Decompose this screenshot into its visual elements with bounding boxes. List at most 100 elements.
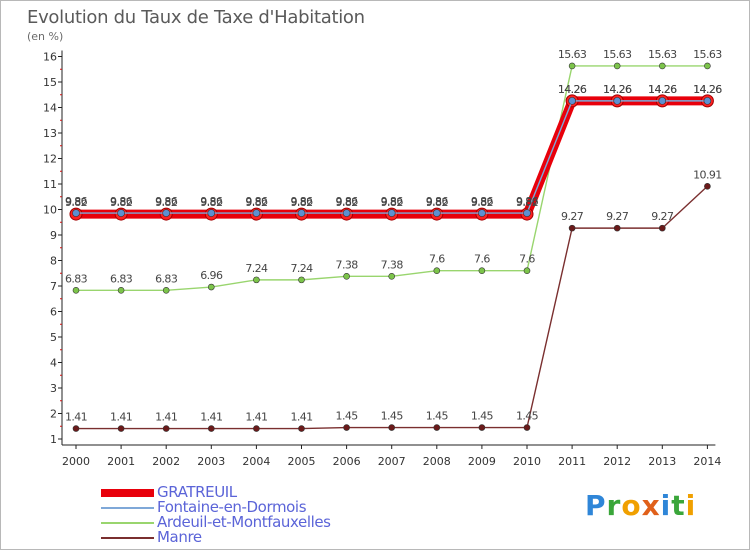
data-point-fontaine-en-dormois [207,209,216,217]
y-tick-label: 3 [50,382,57,395]
data-point-manre [568,224,576,232]
data-label-manre: 9.27 [651,210,674,223]
legend-label-manre: Manre [157,528,202,546]
data-label-fontaine-en-dormois: 9.86 [110,195,133,208]
x-tick-label: 2014 [693,455,721,468]
data-label-ardeuil-et-montfauxelles: 15.63 [648,48,677,61]
data-point-manre [433,424,441,431]
x-tick-label: 2010 [513,455,541,468]
data-label-fontaine-en-dormois: 9.86 [290,195,313,208]
data-label-ardeuil-et-montfauxelles: 6.96 [200,269,223,282]
legend: GRATREUIL Fontaine-en-Dormois Ardeuil-et… [101,485,331,545]
y-tick-label: 16 [43,51,57,64]
legend-item-fontaine: Fontaine-en-Dormois [101,500,331,515]
y-tick-label: 5 [50,331,57,344]
data-label-gratreuil: 9.82 [65,196,87,209]
data-point-ardeuil-et-montfauxelles [388,273,396,280]
x-tick-label: 2003 [197,455,225,468]
logo-letter: x [641,489,661,522]
data-label-gratreuil: 14.26 [558,83,587,96]
logo-letter: P [585,489,607,522]
data-label-ardeuil-et-montfauxelles: 15.63 [558,48,587,61]
proxiti-logo: Proxiti [585,489,696,522]
data-label-gratreuil: 9.82 [471,196,493,209]
data-point-fontaine-en-dormois [72,209,80,217]
data-point-fontaine-en-dormois [523,209,531,217]
logo-letter: t [671,489,686,522]
legend-item-ardeuil: Ardeuil-et-Montfauxelles [101,515,331,530]
y-tick-label: 11 [43,178,57,191]
legend-item-manre: Manre [101,530,331,545]
data-label-manre: 9.27 [606,210,629,223]
data-point-fontaine-en-dormois [568,97,576,105]
x-tick-label: 2013 [648,455,676,468]
data-point-manre [72,425,80,432]
data-point-ardeuil-et-montfauxelles [162,287,170,294]
data-point-ardeuil-et-montfauxelles [613,62,621,70]
x-tick-label: 2001 [107,455,135,468]
data-point-ardeuil-et-montfauxelles [478,267,486,275]
data-label-manre: 1.45 [336,410,359,423]
x-tick-label: 2006 [333,455,361,468]
logo-letter: i [685,489,697,522]
chart-title: Evolution du Taux de Taxe d'Habitation [27,7,365,28]
data-label-ardeuil-et-montfauxelles: 7.38 [381,258,404,271]
data-point-ardeuil-et-montfauxelles [523,267,531,275]
data-point-manre [117,425,125,432]
data-label-gratreuil: 14.26 [693,83,722,96]
data-label-manre: 1.41 [290,411,312,424]
data-label-gratreuil: 9.82 [381,196,403,209]
series-ardeuil-et-montfauxelles: 6.83 6.83 6.83 6.96 7.24 7.24 7.38 7.38 7.6 7.6 7.… [65,48,723,294]
y-tick-label: 15 [43,76,57,89]
y-tick-label: 9 [50,229,57,242]
data-label-manre: 9.27 [561,210,584,223]
x-tick-label: 2012 [603,455,631,468]
data-point-fontaine-en-dormois [432,209,441,217]
data-label-manre: 1.41 [155,411,177,424]
data-label-ardeuil-et-montfauxelles: 7.6 [429,253,445,266]
data-label-fontaine-en-dormois: 14.26 [558,83,587,96]
legend-item-gratreuil: GRATREUIL [101,485,331,500]
series-layer: 1.41 1.41 1.41 1.41 1.41 1.41 1.45 1.45 1.45 1.45… [65,48,723,432]
data-label-gratreuil: 14.26 [648,83,677,96]
data-label-fontaine-en-dormois: 14.26 [693,83,722,96]
x-tick-label: 2005 [288,455,316,468]
data-point-manre [208,425,215,432]
data-label-manre: 1.41 [200,411,222,424]
data-point-manre [478,424,486,431]
data-point-manre [298,425,305,432]
logo-letter: i [660,489,672,522]
data-label-ardeuil-et-montfauxelles: 7.6 [519,253,535,266]
y-tick-label: 7 [50,280,57,293]
legend-swatch-manre [101,536,154,539]
x-tick-label: 2011 [558,455,586,468]
chart-subtitle: (en %) [27,30,64,43]
data-point-fontaine-en-dormois [117,209,125,217]
data-label-gratreuil: 9.82 [245,196,267,209]
data-label-gratreuil: 9.82 [155,196,177,209]
data-point-ardeuil-et-montfauxelles [253,276,260,284]
data-label-fontaine-en-dormois: 9.86 [65,195,88,208]
data-point-fontaine-en-dormois [613,97,622,105]
data-label-fontaine-en-dormois: 14.26 [648,83,677,96]
data-label-fontaine-en-dormois: 9.86 [381,195,404,208]
data-point-ardeuil-et-montfauxelles [72,287,80,294]
data-point-ardeuil-et-montfauxelles [568,62,576,70]
data-label-ardeuil-et-montfauxelles: 7.38 [336,258,359,271]
data-point-ardeuil-et-montfauxelles [117,287,125,294]
data-point-fontaine-en-dormois [297,209,306,217]
data-label-fontaine-en-dormois: 14.26 [603,83,632,96]
logo-letter: o [621,489,642,522]
x-tick-label: 2008 [423,455,451,468]
legend-swatch-gratreuil [101,488,154,497]
data-point-manre [704,182,711,190]
data-point-fontaine-en-dormois [387,209,396,217]
data-label-gratreuil: 9.82 [290,196,312,209]
data-label-ardeuil-et-montfauxelles: 15.63 [693,48,722,61]
data-label-ardeuil-et-montfauxelles: 15.63 [603,48,632,61]
y-tick-label: 14 [43,102,57,115]
x-tick-label: 2004 [242,455,270,468]
data-label-ardeuil-et-montfauxelles: 7.6 [474,253,490,266]
data-label-fontaine-en-dormois: 9.86 [155,195,178,208]
series-fontaine-en-dormois: 9.86 9.86 9.86 9.86 9.86 9.86 9.86 9.86 9.86 9.86… [65,83,723,217]
